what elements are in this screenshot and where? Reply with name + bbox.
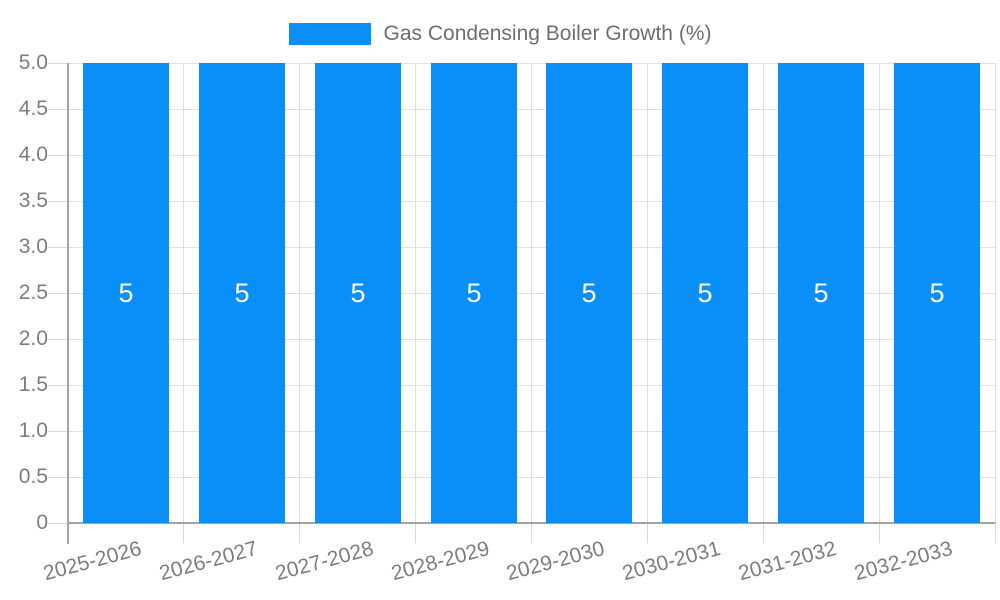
y-tick-label: 0	[36, 511, 48, 534]
legend-swatch[interactable]	[288, 23, 371, 45]
legend[interactable]: Gas Condensing Boiler Growth (%)	[0, 22, 1000, 46]
x-gridline	[762, 63, 764, 523]
y-axis-tick	[48, 154, 68, 156]
x-axis-tick	[762, 523, 764, 543]
bar-value-label: 5	[118, 278, 134, 308]
x-gridline	[415, 63, 417, 523]
bar[interactable]	[83, 63, 169, 523]
y-tick-label: 4.0	[18, 143, 48, 166]
x-gridline	[299, 63, 301, 523]
bar[interactable]	[546, 63, 632, 523]
bar[interactable]	[431, 63, 517, 523]
y-tick-label: 2.5	[18, 281, 48, 304]
y-axis-tick	[48, 338, 68, 340]
x-gridline	[994, 63, 996, 523]
x-axis-tick	[646, 523, 648, 543]
bar[interactable]	[199, 63, 285, 523]
x-gridline	[531, 63, 532, 523]
y-tick-label: 4.5	[18, 97, 48, 120]
bar-value-label: 5	[466, 278, 482, 308]
x-axis-tick	[994, 523, 996, 543]
bar[interactable]	[894, 63, 980, 523]
bar-value-label: 5	[234, 278, 250, 308]
y-axis-tick	[48, 200, 68, 202]
bar-value-label: 5	[350, 278, 366, 308]
legend-label[interactable]: Gas Condensing Boiler Growth (%)	[383, 22, 712, 45]
y-tick-label: 3.5	[18, 189, 48, 212]
y-tick-label: 3.0	[18, 235, 48, 258]
x-axis-tick	[415, 523, 417, 543]
y-axis-tick	[48, 292, 68, 294]
x-gridline	[183, 63, 185, 523]
bar-value-label: 5	[697, 278, 713, 308]
y-axis-tick	[48, 246, 68, 248]
x-axis-tick	[183, 523, 185, 543]
x-axis-tick	[878, 523, 880, 543]
y-tick-label: 0.5	[18, 465, 48, 488]
x-axis-tick	[299, 523, 301, 543]
y-tick-label: 2.0	[18, 327, 48, 350]
x-gridline	[878, 63, 880, 523]
y-axis-tick	[48, 62, 68, 64]
bar[interactable]	[315, 63, 401, 523]
x-axis-tick	[531, 523, 532, 543]
bar-value-label: 5	[581, 278, 597, 308]
x-gridline	[646, 63, 648, 523]
bar[interactable]	[778, 63, 864, 523]
y-tick-label: 1.0	[18, 419, 48, 442]
y-axis-tick	[48, 384, 68, 386]
y-axis-tick	[48, 476, 68, 478]
y-axis-tick	[48, 430, 68, 432]
bar[interactable]	[662, 63, 748, 523]
bar-value-label: 5	[813, 278, 829, 308]
y-tick-label: 5.0	[18, 51, 48, 74]
x-axis-line	[68, 522, 995, 524]
y-tick-label: 1.5	[18, 373, 48, 396]
bar-value-label: 5	[929, 278, 945, 308]
y-axis-tick	[48, 108, 68, 110]
y-axis-tick	[48, 522, 68, 524]
y-axis-line	[67, 63, 69, 544]
